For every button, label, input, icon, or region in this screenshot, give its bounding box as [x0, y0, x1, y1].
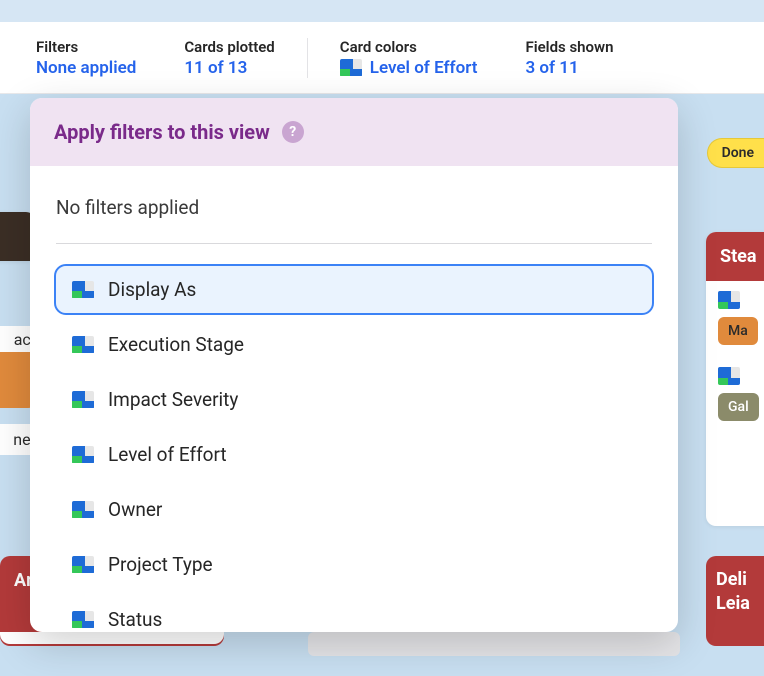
- filters-empty-state: No filters applied: [56, 188, 652, 243]
- bg-card-right-chip2: Gal: [718, 393, 759, 421]
- bg-card-right-chip1: Ma: [718, 317, 758, 345]
- filter-option[interactable]: Level of Effort: [56, 431, 652, 478]
- cards-plotted-value[interactable]: 11 of 13: [184, 58, 274, 78]
- bg-card-right-row2: [706, 357, 764, 389]
- filter-option[interactable]: Display As: [56, 266, 652, 313]
- filters-value[interactable]: None applied: [36, 58, 136, 78]
- bg-card-right-header: Stea: [706, 232, 764, 281]
- filter-option-label: Execution Stage: [108, 333, 244, 356]
- help-icon[interactable]: ?: [282, 121, 304, 143]
- filters-popover-header: Apply filters to this view ?: [30, 98, 678, 166]
- field-icon: [718, 367, 740, 385]
- card-colors-group[interactable]: Card colors Level of Effort: [340, 38, 478, 78]
- bg-card-right-bottom: Deli Leia: [706, 556, 764, 646]
- card-colors-label: Card colors: [340, 38, 478, 56]
- canvas-background: Filters None applied Cards plotted 11 of…: [0, 0, 764, 676]
- cards-plotted-group[interactable]: Cards plotted 11 of 13: [184, 38, 274, 78]
- filters-group[interactable]: Filters None applied: [36, 38, 136, 78]
- bg-card-left-bottom-body: [0, 632, 224, 644]
- filters-popover-title: Apply filters to this view: [54, 120, 270, 144]
- filter-option[interactable]: Owner: [56, 486, 652, 533]
- filter-option-label: Owner: [108, 498, 162, 521]
- filters-popover-body: No filters applied Display As Execution S…: [30, 166, 678, 632]
- bg-mid-gap: [308, 632, 680, 656]
- field-icon: [72, 501, 94, 519]
- view-toolbar: Filters None applied Cards plotted 11 of…: [0, 22, 764, 94]
- card-colors-value[interactable]: Level of Effort: [340, 58, 478, 78]
- filter-option-label: Display As: [108, 278, 196, 301]
- field-icon: [718, 291, 740, 309]
- filter-option-label: Level of Effort: [108, 443, 227, 466]
- toolbar-separator: [307, 38, 308, 78]
- field-icon: [72, 611, 94, 629]
- filters-popover: Apply filters to this view ? No filters …: [30, 98, 678, 632]
- card-colors-text: Level of Effort: [370, 58, 478, 78]
- filter-options-list: Display As Execution Stage Impact Severity…: [56, 266, 652, 632]
- bg-card-right-row1: [706, 281, 764, 313]
- filter-option[interactable]: Status: [56, 596, 652, 632]
- field-icon: [72, 391, 94, 409]
- fields-shown-group[interactable]: Fields shown 3 of 11: [525, 38, 613, 78]
- filter-option-label: Project Type: [108, 553, 213, 576]
- field-icon: [72, 446, 94, 464]
- top-strip: [0, 0, 764, 22]
- filter-option-label: Status: [108, 608, 162, 631]
- filter-option[interactable]: Impact Severity: [56, 376, 652, 423]
- fields-shown-label: Fields shown: [525, 38, 613, 56]
- field-icon: [72, 556, 94, 574]
- filters-label: Filters: [36, 38, 136, 56]
- bg-card-right: Stea Ma Gal: [706, 232, 764, 526]
- cards-plotted-label: Cards plotted: [184, 38, 274, 56]
- field-icon: [72, 281, 94, 299]
- fields-shown-value[interactable]: 3 of 11: [525, 58, 613, 78]
- field-icon: [340, 59, 362, 77]
- field-icon: [72, 336, 94, 354]
- bg-card-right-bottom-l1: Deli: [716, 568, 764, 592]
- bg-card-right-bottom-l2: Leia: [716, 592, 764, 616]
- filter-option[interactable]: Project Type: [56, 541, 652, 588]
- filters-divider: [56, 243, 652, 244]
- filter-option[interactable]: Execution Stage: [56, 321, 652, 368]
- done-badge[interactable]: Done: [707, 138, 764, 168]
- filter-option-label: Impact Severity: [108, 388, 238, 411]
